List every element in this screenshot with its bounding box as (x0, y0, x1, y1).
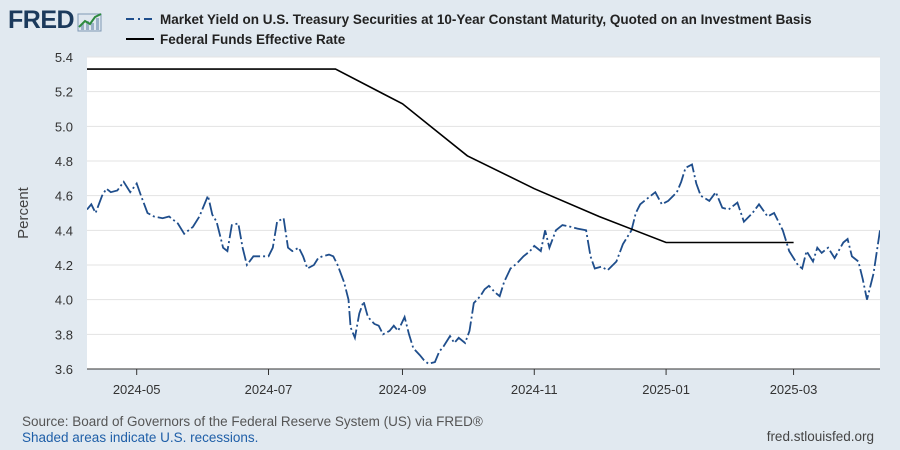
legend-label-fedfunds: Federal Funds Effective Rate (160, 31, 346, 47)
y-tick-label: 5.0 (55, 119, 73, 134)
series-line-treasury-10y[interactable] (87, 163, 880, 365)
y-axis-ticks: 3.6 3.8 4.0 4.2 4.4 4.6 4.8 5.0 5.2 5.4 (55, 50, 73, 377)
header: FRED Market Yield on U.S. Treasury Secur… (0, 0, 900, 52)
chart-legend: Market Yield on U.S. Treasury Securities… (126, 9, 812, 49)
plot-area (87, 57, 880, 369)
x-axis-ticks: 2024-05 2024-07 2024-09 2024-11 2025-01 2025-… (87, 368, 880, 397)
source-text: Source: Board of Governors of the Federa… (22, 414, 483, 429)
shaded-areas-note[interactable]: Shaded areas indicate U.S. recessions. (22, 430, 259, 445)
legend-item-fedfunds[interactable]: Federal Funds Effective Rate (126, 29, 812, 49)
x-tick-label: 2025-03 (770, 382, 818, 397)
y-tick-label: 3.8 (55, 327, 73, 342)
y-tick-label: 4.0 (55, 293, 73, 308)
logo-text: FRED (8, 6, 75, 34)
line-chart: 3.63.84.04.24.44.64.85.05.25.4 2024-05 20… (15, 50, 880, 397)
x-tick-label: 2025-01 (642, 382, 690, 397)
fred-logo[interactable]: FRED (8, 6, 103, 35)
site-link[interactable]: fred.stlouisfed.org (766, 429, 874, 444)
y-tick-label: 5.4 (55, 50, 73, 65)
y-tick-label: 5.2 (55, 85, 73, 100)
y-axis-label: Percent (15, 186, 32, 239)
x-tick-label: 2024-11 (511, 382, 558, 397)
y-tick-label: 4.8 (55, 154, 73, 169)
x-tick-label: 2024-09 (379, 382, 427, 397)
series-group (72, 68, 880, 365)
trend-chart-icon (77, 12, 102, 31)
legend-swatch-treasury (126, 18, 154, 20)
legend-item-treasury[interactable]: Market Yield on U.S. Treasury Securities… (126, 9, 812, 29)
y-tick-label: 3.6 (55, 362, 73, 377)
y-tick-label: 4.6 (55, 189, 73, 204)
footer-source: Source: Board of Governors of the Federa… (22, 414, 483, 446)
legend-label-treasury: Market Yield on U.S. Treasury Securities… (160, 11, 812, 27)
legend-swatch-fedfunds (126, 38, 154, 40)
series-line-fed-funds[interactable] (72, 68, 794, 244)
x-tick-label: 2024-05 (113, 382, 161, 397)
y-tick-label: 4.2 (55, 258, 73, 273)
y-tick-label: 4.4 (55, 223, 73, 238)
x-tick-label: 2024-07 (245, 382, 293, 397)
